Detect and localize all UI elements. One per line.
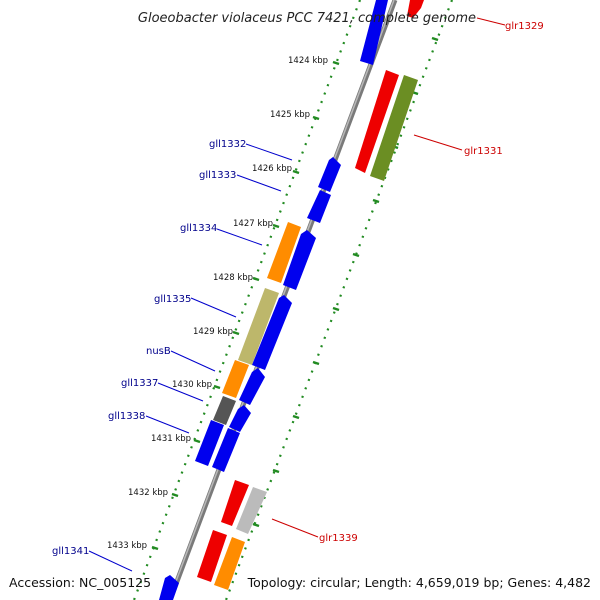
outer-tick-mark (252, 522, 260, 528)
tick-mark (171, 492, 179, 498)
gene-gll1334-blue[interactable] (283, 230, 316, 290)
accession-text: Accession: NC_005125 (9, 575, 151, 590)
connector-gll1335 (190, 297, 237, 318)
tick-label: 1433 kbp (107, 541, 147, 551)
gene-label-gll1341[interactable]: gll1341 (52, 546, 89, 557)
gene-gll1333[interactable] (307, 190, 331, 223)
tick-mark (252, 276, 260, 282)
tick-mark (232, 330, 240, 336)
connector-gll1333 (236, 174, 282, 192)
outer-tick-mark (312, 360, 320, 366)
gene-glr1331-red[interactable] (355, 70, 399, 173)
tick-label: 1432 kbp (128, 488, 168, 498)
tick-mark (292, 169, 300, 175)
tick-label: 1430 kbp (172, 380, 212, 390)
gene-label-glr1339[interactable]: glr1339 (319, 533, 358, 544)
outer-tick-mark (431, 36, 439, 42)
connector-gll1337 (157, 382, 204, 402)
outer-tick-mark (372, 198, 380, 204)
gene-gll1338[interactable] (195, 420, 224, 466)
tick-marks (151, 60, 340, 551)
outer-tick-mark (292, 414, 300, 420)
gene-label-glr1329[interactable]: glr1329 (505, 21, 544, 32)
gene-nusB-blue[interactable] (239, 368, 265, 405)
connector-gll1334 (216, 228, 263, 246)
gene-glr1339-gray[interactable] (236, 487, 267, 534)
gene-label-gll1337[interactable]: gll1337 (121, 378, 158, 389)
gene-label-nusB[interactable]: nusB (146, 346, 171, 357)
tick-label: 1427 kbp (233, 219, 273, 229)
gene-gll1335-khaki[interactable] (238, 288, 279, 365)
gene-label-gll1332[interactable]: gll1332 (209, 139, 246, 150)
tick-mark (312, 115, 320, 121)
tick-mark (272, 223, 280, 229)
tick-label: 1431 kbp (151, 434, 191, 444)
gene-label-gll1333[interactable]: gll1333 (199, 170, 236, 181)
gene-label-gll1335[interactable]: gll1335 (154, 294, 191, 305)
tick-mark (213, 384, 221, 390)
outer-tick-mark (272, 468, 280, 474)
connector-glr1339 (271, 518, 319, 538)
connector-glr1331 (413, 134, 463, 151)
gene-nusB[interactable] (222, 360, 249, 398)
gene-gll1337-blue[interactable] (229, 405, 251, 432)
topology-text: Topology: circular; Length: 4,659,019 bp… (247, 575, 591, 590)
connector-nusB (170, 350, 216, 372)
gene-top-blue[interactable] (360, 0, 388, 65)
gene-gll1332[interactable] (318, 157, 341, 192)
tick-mark (332, 60, 340, 66)
gene-label-gll1338[interactable]: gll1338 (108, 411, 145, 422)
connector-gll1338 (145, 415, 190, 434)
gene-label-glr1331[interactable]: glr1331 (464, 146, 503, 157)
outer-tick-mark (332, 306, 340, 312)
gene-gll1341[interactable] (159, 575, 179, 600)
gene-gll1335-blue[interactable] (252, 295, 292, 370)
gene-gll1334-orange[interactable] (267, 222, 301, 283)
gene-glr1331-olive[interactable] (370, 75, 418, 181)
gene-glr1329[interactable] (407, 0, 424, 18)
genome-title: Gloeobacter violaceus PCC 7421, complete… (138, 11, 476, 26)
connector-glr1329 (476, 17, 506, 26)
gene-gll1338-blue-2[interactable] (212, 428, 240, 472)
gene-bottom-orange[interactable] (214, 537, 245, 590)
connector-gll1332 (245, 143, 293, 161)
outer-tick-mark (352, 252, 360, 258)
connector-gll1341 (88, 550, 133, 572)
tick-label: 1424 kbp (288, 56, 328, 66)
tick-label: 1425 kbp (270, 110, 310, 120)
gene-label-gll1334[interactable]: gll1334 (180, 223, 217, 234)
tick-mark (151, 545, 159, 551)
gene-glr1339-red[interactable] (221, 480, 249, 526)
outer-dotted-guide (224, 0, 454, 600)
tick-label: 1426 kbp (252, 164, 292, 174)
tick-mark (193, 438, 201, 444)
tick-label: 1428 kbp (213, 273, 253, 283)
gene-bottom-red[interactable] (197, 530, 227, 582)
gene-gll1337[interactable] (213, 396, 236, 425)
label-connectors (88, 17, 506, 572)
tick-label: 1429 kbp (193, 327, 233, 337)
